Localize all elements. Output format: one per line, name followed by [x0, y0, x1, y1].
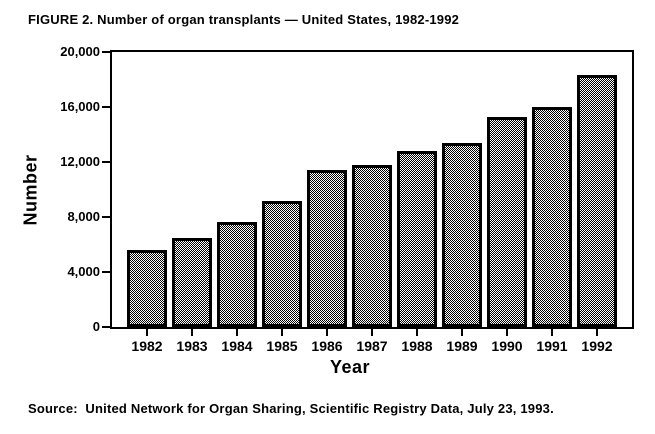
- y-tick-16000: [102, 106, 110, 108]
- x-tick-1991: [551, 329, 553, 336]
- x-tick-1989: [461, 329, 463, 336]
- x-axis-title: Year: [329, 357, 371, 377]
- bar-1982: [127, 250, 167, 327]
- y-tick-label-0: 0: [92, 319, 100, 334]
- x-axis-ticks: [112, 329, 632, 337]
- bar-1985: [262, 201, 302, 327]
- x-tick-1988: [416, 329, 418, 336]
- x-tick-label-1982: 1982: [131, 338, 163, 354]
- y-tick-4000: [102, 271, 110, 273]
- bar-1991: [532, 107, 572, 327]
- x-tick-1987: [371, 329, 373, 336]
- y-tick-12000: [102, 161, 110, 163]
- x-tick-label-1990: 1990: [491, 338, 523, 354]
- y-axis-ticks: [102, 51, 110, 328]
- x-tick-label-1988: 1988: [401, 338, 433, 354]
- bar-1992: [577, 75, 617, 327]
- bar-1983: [172, 238, 212, 327]
- y-tick-label-20000: 20,000: [60, 44, 100, 59]
- x-tick-1986: [326, 329, 328, 336]
- y-tick-8000: [102, 216, 110, 218]
- x-tick-1983: [191, 329, 193, 336]
- y-tick-label-4000: 4,000: [67, 264, 100, 279]
- y-tick-label-8000: 8,000: [67, 209, 100, 224]
- x-tick-label-1986: 1986: [311, 338, 343, 354]
- bar-1988: [397, 151, 437, 327]
- bar-1984: [217, 222, 257, 327]
- x-tick-1992: [596, 329, 598, 336]
- plot-area: [110, 50, 634, 329]
- x-tick-label-1985: 1985: [266, 338, 298, 354]
- bar-1986: [307, 170, 347, 327]
- x-axis-tick-labels: 1982 1983 1984 1985 1986 1987 1988 1989 1990 1991…: [112, 338, 632, 354]
- source-note: Source: United Network for Organ Sharing…: [28, 401, 554, 416]
- y-tick-label-12000: 12,000: [60, 154, 100, 169]
- x-tick-label-1983: 1983: [176, 338, 208, 354]
- x-tick-1984: [236, 329, 238, 336]
- x-tick-1985: [281, 329, 283, 336]
- x-tick-1982: [146, 329, 148, 336]
- y-tick-20000: [102, 51, 110, 53]
- y-axis-tick-labels: 0 4,000 8,000 12,000 16,000 20,000: [0, 44, 100, 334]
- figure-title: FIGURE 2. Number of organ transplants — …: [28, 12, 460, 27]
- y-tick-0: [102, 326, 110, 328]
- x-tick-label-1991: 1991: [536, 338, 568, 354]
- x-tick-label-1992: 1992: [581, 338, 613, 354]
- x-tick-label-1989: 1989: [446, 338, 478, 354]
- x-tick-label-1984: 1984: [221, 338, 253, 354]
- x-tick-1990: [506, 329, 508, 336]
- bar-1989: [442, 143, 482, 327]
- bar-1987: [352, 165, 392, 327]
- x-tick-label-1987: 1987: [356, 338, 388, 354]
- y-tick-label-16000: 16,000: [60, 99, 100, 114]
- bar-1990: [487, 117, 527, 327]
